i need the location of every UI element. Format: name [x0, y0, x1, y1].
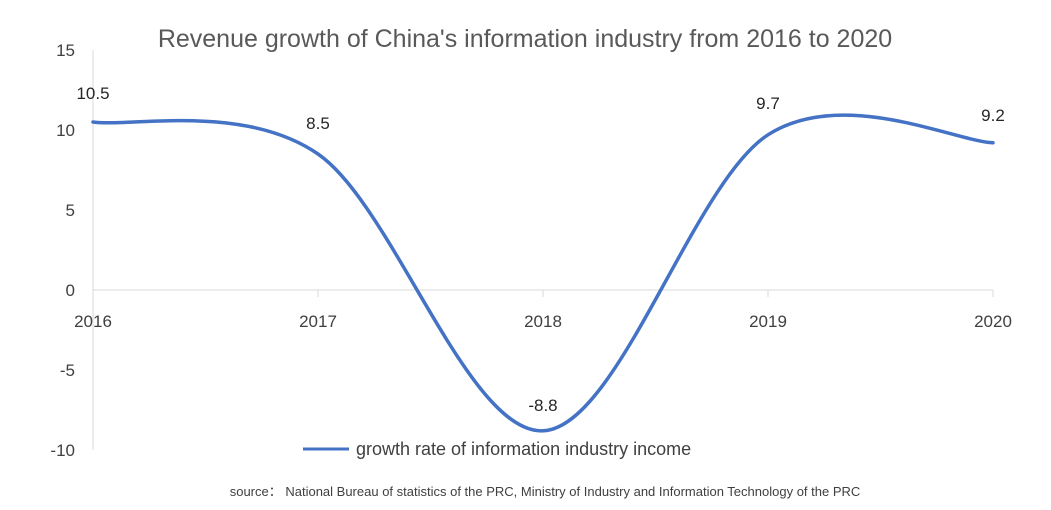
x-tick-label: 2020 — [974, 312, 1012, 331]
data-label: -8.8 — [528, 396, 557, 415]
data-label: 9.7 — [756, 94, 780, 113]
legend-label: growth rate of information industry inco… — [356, 439, 691, 459]
chart-title: Revenue growth of China's information in… — [158, 25, 892, 53]
x-tick-label: 2016 — [74, 312, 112, 331]
data-labels: 10.5 8.5 -8.8 9.7 9.2 — [76, 84, 1004, 415]
series-group — [91, 113, 995, 433]
y-tick-label: -10 — [50, 441, 75, 460]
y-tick-label: 15 — [56, 41, 75, 60]
data-label: 8.5 — [306, 114, 330, 133]
data-label: 9.2 — [981, 106, 1005, 125]
x-tick-label: 2017 — [299, 312, 337, 331]
source-note: source： National Bureau of statistics of… — [230, 484, 861, 499]
legend: growth rate of information industry inco… — [303, 439, 691, 459]
series-line — [91, 113, 995, 433]
y-tick-label: 0 — [66, 281, 75, 300]
y-tick-label: 10 — [56, 121, 75, 140]
y-axis: 15 10 5 0 -5 -10 — [50, 41, 94, 460]
x-axis: 2016 2017 2018 2019 2020 — [74, 289, 1012, 331]
x-tick-label: 2019 — [749, 312, 787, 331]
y-tick-label: 5 — [66, 201, 75, 220]
y-tick-label: -5 — [60, 361, 75, 380]
data-label: 10.5 — [76, 84, 109, 103]
x-tick-label: 2018 — [524, 312, 562, 331]
